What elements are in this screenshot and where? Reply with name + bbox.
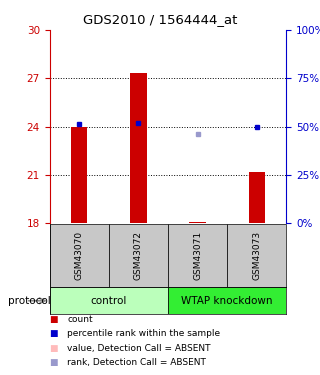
Text: protocol: protocol [8,296,51,306]
Bar [130,74,147,223]
Bar [168,287,286,314]
Text: GSM43072: GSM43072 [134,231,143,280]
Bar [189,222,206,223]
Bar [227,224,286,287]
Bar [50,287,168,314]
Text: GSM43070: GSM43070 [75,231,84,280]
Bar [249,172,265,223]
Bar [71,127,87,223]
Text: ■: ■ [50,329,58,338]
Text: ■: ■ [50,315,58,324]
Bar [168,224,227,287]
Text: count: count [67,315,93,324]
Text: rank, Detection Call = ABSENT: rank, Detection Call = ABSENT [67,358,206,367]
Text: control: control [91,296,127,306]
Bar [50,224,109,287]
Text: ■: ■ [50,344,58,352]
Text: value, Detection Call = ABSENT: value, Detection Call = ABSENT [67,344,211,352]
Text: GDS2010 / 1564444_at: GDS2010 / 1564444_at [83,13,237,26]
Bar [109,224,168,287]
Text: GSM43073: GSM43073 [252,231,261,280]
Text: GSM43071: GSM43071 [193,231,202,280]
Text: percentile rank within the sample: percentile rank within the sample [67,329,220,338]
Text: ■: ■ [50,358,58,367]
Text: WTAP knockdown: WTAP knockdown [181,296,273,306]
